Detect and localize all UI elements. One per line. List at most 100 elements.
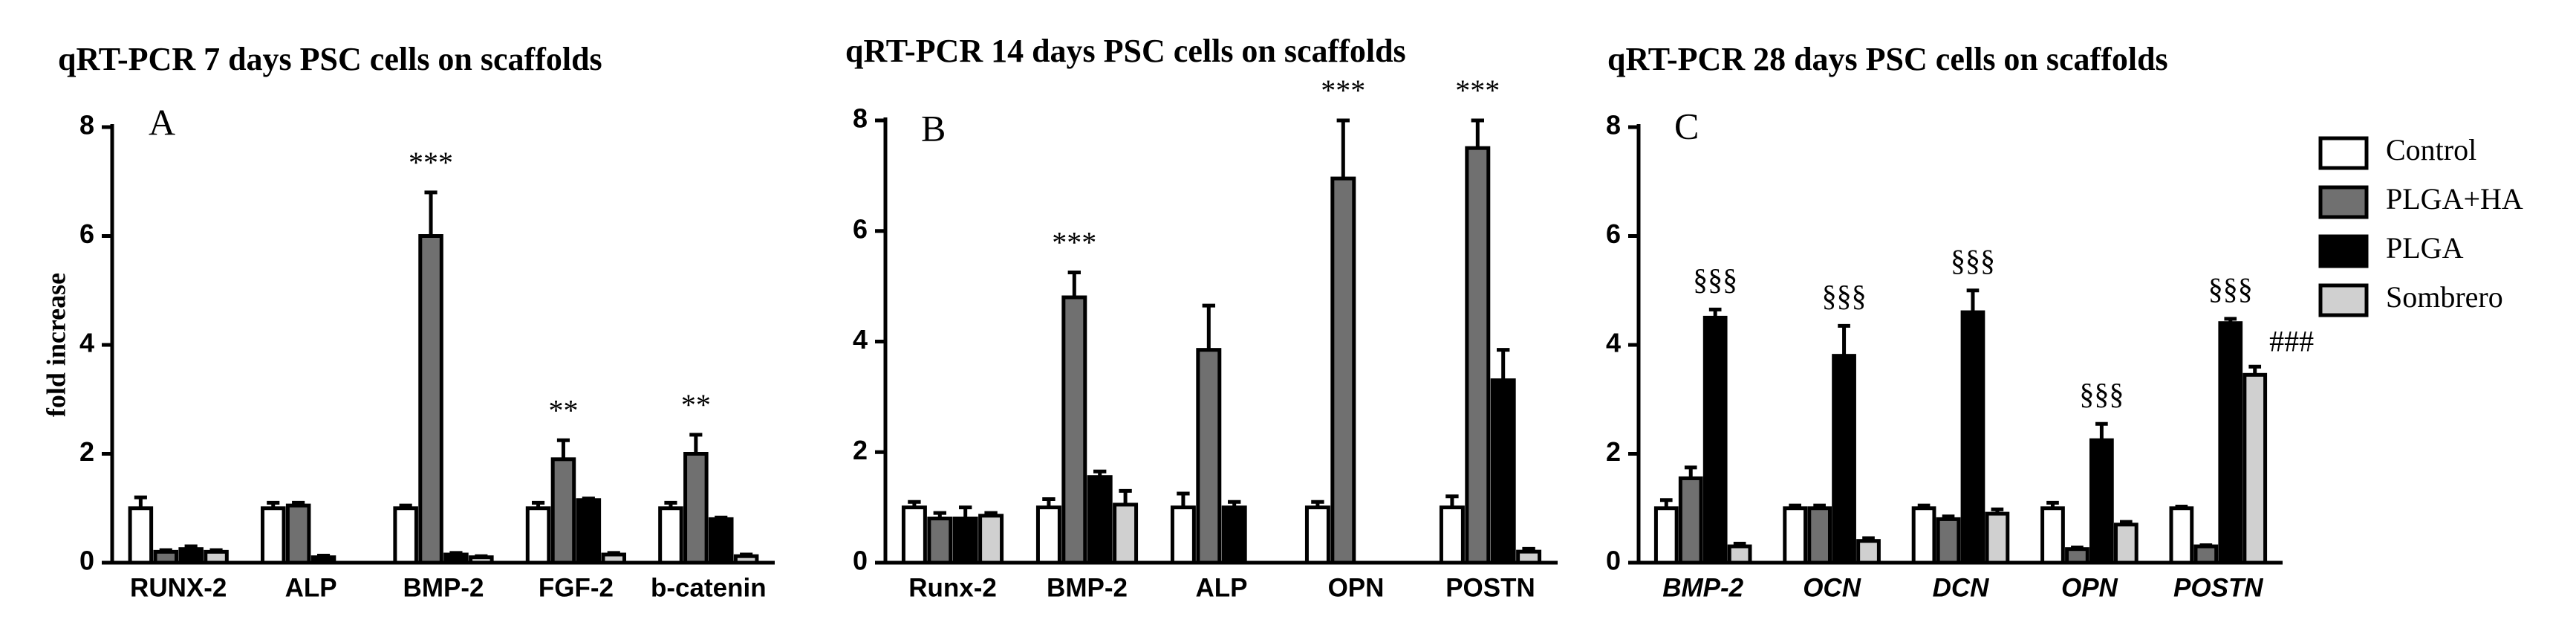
x-tick-label: Runx-2 <box>908 573 997 602</box>
bar <box>1727 544 1752 565</box>
bar <box>683 452 709 565</box>
x-tick-label: BMP-2 <box>1662 573 1743 602</box>
x-tick-label: OPN <box>1328 573 1385 602</box>
x-tick-label: POSTN <box>2173 573 2263 602</box>
y-tick-label: 0 <box>853 546 868 576</box>
bar <box>1465 146 1491 565</box>
bar <box>601 552 627 565</box>
bar <box>1490 378 1516 565</box>
y-tick-label: 2 <box>1606 436 1621 467</box>
chart-title: qRT-PCR 7 days PSC cells on scaffolds <box>58 41 602 77</box>
bar <box>1170 505 1196 565</box>
bar <box>285 503 311 565</box>
bar <box>1304 505 1330 565</box>
x-tick-label: POSTN <box>1445 573 1535 602</box>
bar <box>153 549 179 565</box>
panel-label: A <box>149 101 175 143</box>
annotation: §§§ <box>2079 377 2124 410</box>
x-tick-label: DCN <box>1933 573 1990 602</box>
bar <box>469 555 494 565</box>
bar <box>1653 506 1679 565</box>
bar <box>1936 517 1961 565</box>
annotation: *** <box>1321 74 1365 107</box>
legend-swatch <box>2318 136 2369 170</box>
bar <box>310 555 336 565</box>
bar <box>927 517 953 565</box>
x-tick-label: ALP <box>285 573 337 602</box>
panel-label: C <box>1674 105 1699 146</box>
annotation: §§§ <box>2208 272 2253 306</box>
x-tick-label: BMP-2 <box>1047 573 1128 602</box>
annotation: *** <box>1455 74 1500 107</box>
y-tick-label: 4 <box>1606 328 1621 358</box>
annotation: ** <box>681 388 711 421</box>
bar <box>1960 310 1985 565</box>
legend-swatch <box>2318 283 2369 317</box>
bar <box>1985 511 2010 565</box>
annotation: §§§ <box>1693 263 1737 297</box>
bar <box>1439 505 1465 565</box>
bar <box>1087 475 1113 565</box>
bar <box>1832 354 1856 565</box>
bar <box>576 498 602 565</box>
bar <box>2040 506 2065 565</box>
bar <box>2065 547 2089 565</box>
bar <box>1911 506 1936 565</box>
bar <box>418 234 443 565</box>
y-tick-label: 6 <box>853 213 868 244</box>
y-axis-label: fold increase <box>41 273 71 417</box>
chart-title: qRT-PCR 14 days PSC cells on scaffolds <box>845 33 1406 69</box>
bar <box>1330 176 1356 565</box>
y-tick-label: 2 <box>79 436 94 467</box>
chart-title: qRT-PCR 28 days PSC cells on scaffolds <box>1607 41 2168 77</box>
bar <box>2089 438 2114 565</box>
y-tick-label: 4 <box>853 324 868 355</box>
x-tick-label: BMP-2 <box>403 573 484 602</box>
panel-label: B <box>921 107 946 149</box>
legend-swatch <box>2318 185 2369 219</box>
y-tick-label: 2 <box>853 435 868 465</box>
x-tick-label: b-catenin <box>651 573 767 602</box>
y-tick-label: 0 <box>79 546 94 576</box>
x-tick-label: FGF-2 <box>539 573 614 602</box>
bar <box>525 506 551 565</box>
bar <box>2218 321 2243 565</box>
bar <box>901 505 927 565</box>
annotation: §§§ <box>1951 244 1995 277</box>
bar <box>1061 295 1087 565</box>
bar <box>2169 506 2194 565</box>
annotation: §§§ <box>1822 279 1867 313</box>
legend-swatch <box>2318 234 2369 268</box>
bar <box>1113 502 1139 565</box>
bar <box>1196 348 1222 565</box>
legend-label: PLGA <box>2386 231 2464 265</box>
bar <box>2113 523 2138 565</box>
x-tick-label: OPN <box>2061 573 2118 602</box>
bar <box>128 506 154 565</box>
bar <box>1221 505 1247 565</box>
legend-label: Control <box>2386 133 2476 167</box>
bar <box>1702 315 1728 565</box>
y-tick-label: 8 <box>79 110 94 140</box>
bar <box>978 514 1004 565</box>
bar <box>260 506 286 565</box>
bar <box>178 547 204 565</box>
annotation: ### <box>2269 324 2314 358</box>
bar <box>1035 505 1061 565</box>
bar <box>204 549 229 565</box>
annotation: ** <box>548 393 578 427</box>
bar <box>393 506 418 565</box>
bar <box>2242 372 2268 565</box>
legend-label: PLGA+HA <box>2386 182 2523 216</box>
x-tick-label: RUNX-2 <box>130 573 227 602</box>
bar <box>1807 506 1832 565</box>
legend-label: Sombrero <box>2386 280 2503 314</box>
y-tick-label: 6 <box>1606 219 1621 249</box>
bar <box>1678 476 1703 565</box>
x-tick-label: OCN <box>1803 573 1861 602</box>
y-tick-label: 8 <box>853 103 868 134</box>
annotation: *** <box>1052 226 1096 259</box>
annotation: *** <box>409 146 453 179</box>
bar <box>443 552 469 565</box>
bar <box>550 457 576 565</box>
